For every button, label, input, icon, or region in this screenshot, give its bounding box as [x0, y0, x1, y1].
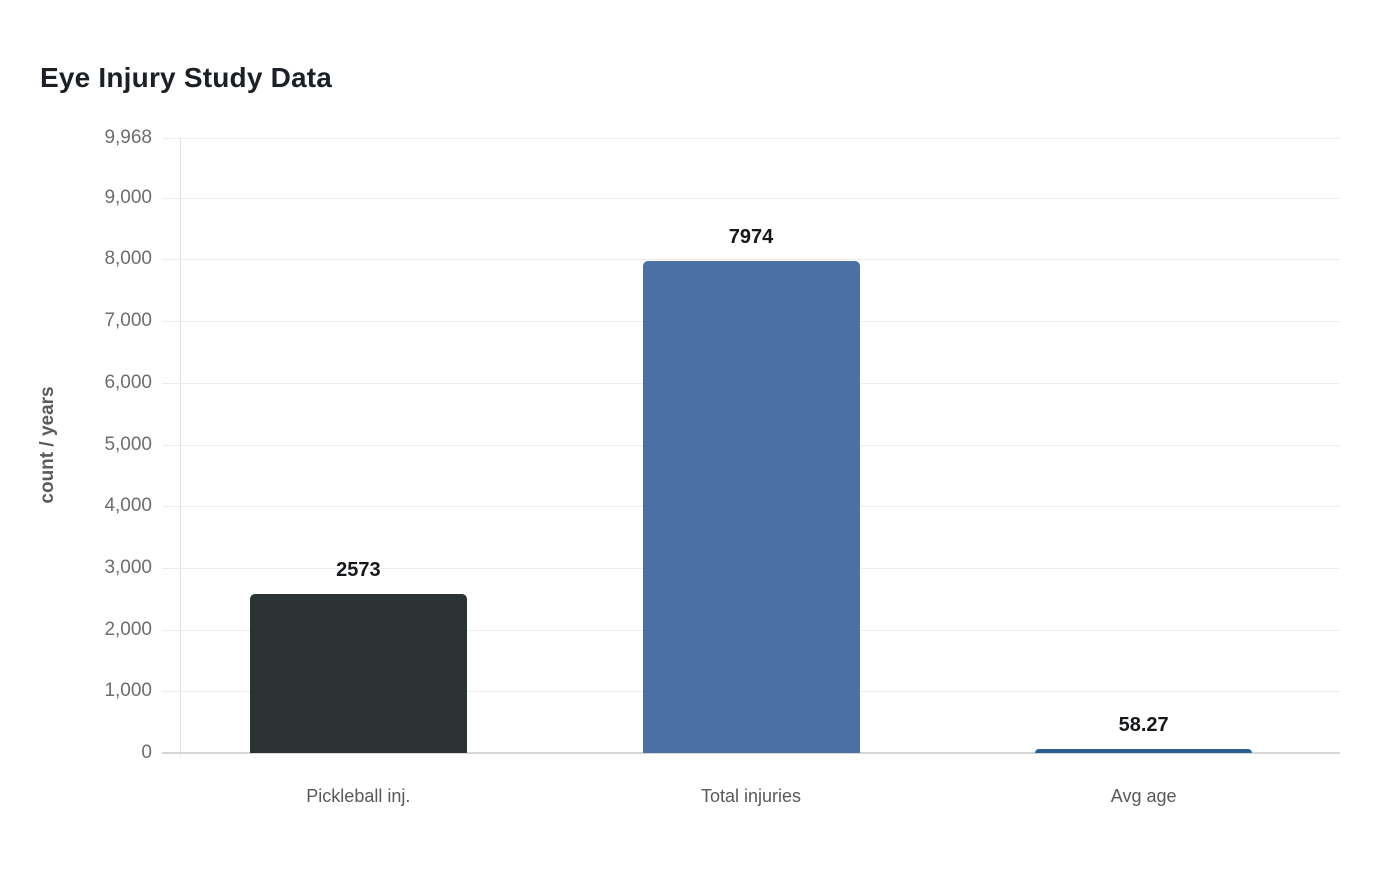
bar-total-injuries	[642, 261, 860, 753]
chart-title: Eye Injury Study Data	[40, 62, 333, 93]
bar-pickleball-inj	[249, 594, 467, 753]
x-category-label: Total injuries	[700, 786, 802, 806]
y-axis-line	[180, 138, 181, 757]
x-category-label: Pickleball inj.	[306, 786, 411, 806]
y-tick-label: 8,000	[104, 248, 152, 270]
y-tick-label: 9,968	[104, 127, 152, 148]
bar-value-label: 58.27	[1118, 714, 1169, 737]
x-category-label: Avg age	[1110, 786, 1177, 806]
bar-avg-age	[1035, 749, 1253, 753]
y-tick-label: 5,000	[104, 433, 152, 455]
y-tick-label: 2,000	[104, 618, 152, 640]
bar-value-label: 2573	[336, 559, 381, 582]
y-tick-label: 6,000	[104, 371, 152, 393]
y-tick-label: 0	[141, 742, 152, 763]
y-tick-label: 9,000	[104, 186, 152, 208]
gridline	[162, 138, 1340, 139]
gridline	[162, 197, 1340, 199]
gridline	[162, 259, 1340, 261]
y-tick-label: 3,000	[104, 556, 152, 578]
y-tick-label: 7,000	[104, 310, 152, 332]
bar-value-label: 7974	[728, 226, 774, 249]
gridline	[162, 752, 1340, 754]
y-tick-label: 1,000	[104, 680, 152, 702]
y-tick-label: 4,000	[104, 495, 152, 517]
